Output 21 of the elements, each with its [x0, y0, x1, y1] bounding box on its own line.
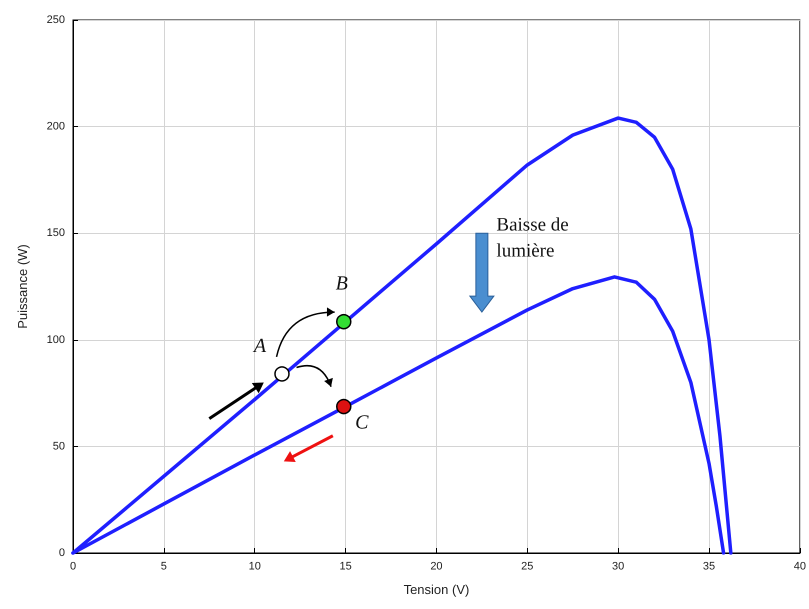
x-tick-label: 20	[430, 560, 443, 572]
x-tick-label: 30	[612, 560, 624, 572]
x-axis-title: Tension (V)	[404, 582, 470, 597]
x-tick-label: 40	[794, 560, 806, 572]
x-tick-label: 25	[521, 560, 534, 572]
y-tick-label: 250	[46, 14, 65, 26]
y-tick-label: 100	[46, 334, 65, 346]
y-tick-label: 0	[58, 547, 65, 559]
y-axis-title: Puissance (W)	[15, 244, 30, 329]
x-tick-label: 35	[702, 560, 716, 572]
y-tick-label: 200	[46, 120, 65, 133]
x-tick-label: 0	[70, 560, 76, 572]
x-tick-label: 15	[339, 560, 352, 572]
x-tick-label: 5	[160, 560, 167, 572]
annotation: C	[355, 412, 370, 434]
annotation: B	[336, 272, 348, 295]
annotation: A	[252, 334, 267, 357]
y-tick-label: 150	[46, 227, 65, 240]
y-tick-label: 50	[52, 440, 65, 452]
annotation: Baisse de lumière	[496, 214, 574, 262]
x-tick-label: 10	[248, 560, 261, 572]
